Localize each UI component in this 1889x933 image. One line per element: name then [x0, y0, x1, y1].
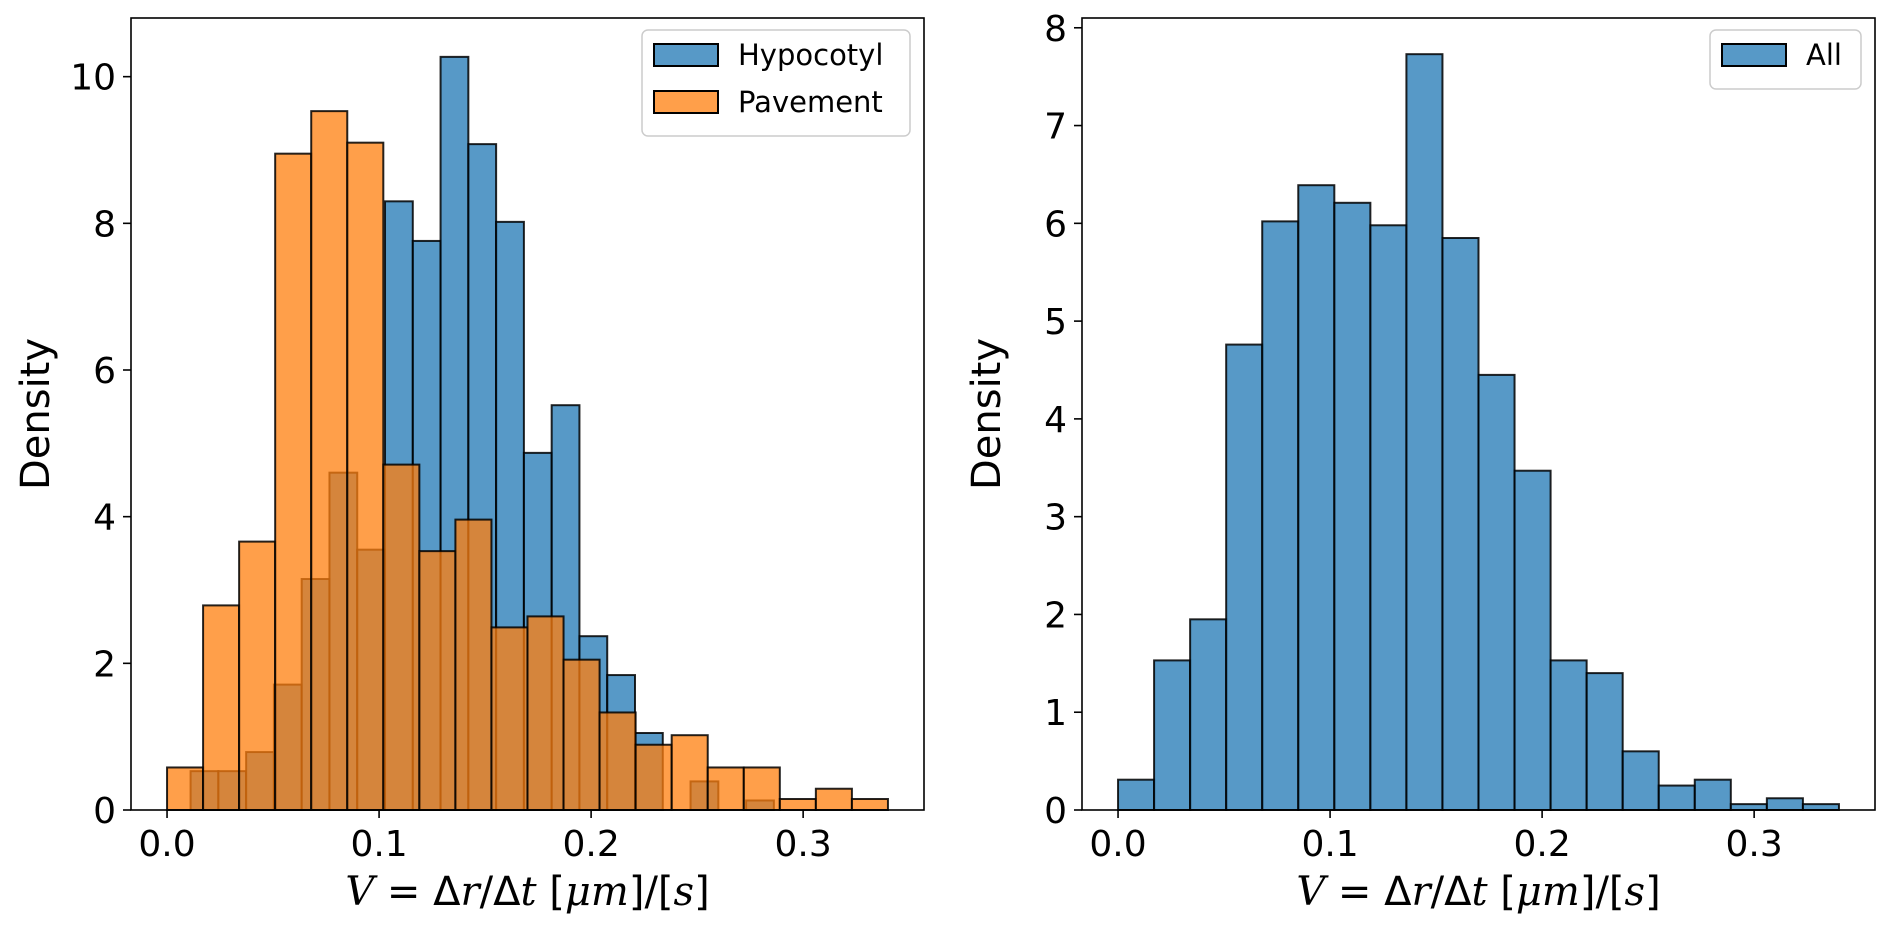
y-tick-label: 10	[70, 58, 116, 99]
y-tick-label: 0	[93, 791, 116, 832]
y-tick-label: 0	[1044, 791, 1067, 832]
bar	[526, 615, 565, 812]
y-tick-label: 1	[1044, 693, 1067, 734]
bar	[454, 518, 493, 811]
bar	[346, 141, 385, 811]
bar	[814, 787, 853, 812]
bar	[1189, 618, 1228, 811]
legend-label: Hypocotyl	[738, 38, 883, 72]
x-tick-label: 0.1	[1301, 824, 1358, 865]
x-tick-label: 0.1	[350, 824, 407, 865]
series-all	[1117, 53, 1840, 812]
x-tick-label: 0.3	[1726, 824, 1783, 865]
series-pavement	[166, 110, 889, 812]
y-tick-label: 8	[1044, 9, 1067, 50]
legend-label: All	[1806, 38, 1842, 72]
y-tick-label: 8	[93, 204, 116, 245]
bar	[310, 110, 349, 811]
x-axis-label: V = Δr/Δt [μm]/[s]	[1296, 869, 1660, 915]
bar	[1297, 184, 1336, 811]
y-tick-label: 3	[1044, 498, 1067, 539]
x-tick-label: 0.0	[138, 824, 195, 865]
bar	[1477, 373, 1516, 811]
bar	[634, 743, 673, 812]
x-tick-label: 0.2	[1513, 824, 1570, 865]
bar	[1261, 220, 1300, 811]
bar	[1225, 343, 1264, 811]
y-tick-label: 4	[93, 498, 116, 539]
bar	[706, 766, 745, 812]
bar	[1549, 659, 1588, 812]
x-tick-label: 0.0	[1089, 824, 1146, 865]
bar	[1693, 778, 1732, 812]
bar	[1513, 469, 1552, 811]
bar	[1801, 803, 1840, 812]
bar	[778, 798, 817, 811]
bar	[1333, 201, 1372, 812]
y-tick-label: 6	[93, 351, 116, 392]
x-tick-label: 0.3	[775, 824, 832, 865]
bar	[742, 766, 781, 812]
y-axis-label: Density	[964, 338, 1010, 490]
y-tick-label: 4	[1044, 400, 1067, 441]
bar	[274, 152, 313, 811]
bar	[490, 626, 529, 812]
bar	[598, 711, 637, 812]
y-axis-label: Density	[13, 338, 59, 490]
bar	[202, 604, 241, 812]
bar	[1621, 750, 1660, 811]
bar	[1153, 659, 1192, 812]
bar	[850, 798, 889, 811]
bar	[1441, 237, 1480, 811]
y-tick-label: 6	[1044, 204, 1067, 245]
bar	[1117, 778, 1156, 812]
x-tick-label: 0.2	[562, 824, 619, 865]
chart-2: 0.0 0.1 0.2 0.3 0 1 2 3 4 5 6 7 8 V = Δr/Δt [μm]/[s] D…	[964, 9, 1876, 915]
y-tick-label: 7	[1044, 107, 1067, 148]
bar	[1369, 224, 1408, 812]
legend: Hypocotyl Pavement	[641, 29, 911, 137]
bar	[1765, 797, 1804, 811]
y-tick-label: 5	[1044, 302, 1067, 343]
legend-swatch	[1721, 43, 1787, 67]
bar	[166, 766, 205, 812]
x-axis-label: V = Δr/Δt [μm]/[s]	[345, 869, 709, 915]
y-tick-label: 2	[93, 644, 116, 685]
bar	[1585, 672, 1624, 811]
y-tick-label: 2	[1044, 595, 1067, 636]
axes-frame	[130, 17, 925, 811]
bar	[670, 734, 709, 812]
legend-label: Pavement	[738, 85, 883, 119]
bar	[1729, 803, 1768, 812]
legend-swatch	[653, 90, 719, 114]
bar	[1657, 784, 1696, 811]
chart-1: 0.0 0.1 0.2 0.3 0 2 4 6 8 10 V = Δr/Δt [μm]/[s] Den…	[13, 17, 925, 915]
legend-swatch	[653, 43, 719, 67]
bar	[382, 463, 421, 811]
bar	[418, 550, 457, 812]
legend: All	[1709, 29, 1862, 90]
bar	[238, 540, 277, 811]
bar	[1405, 53, 1444, 811]
bar	[562, 658, 601, 812]
axes-frame	[1081, 17, 1876, 811]
